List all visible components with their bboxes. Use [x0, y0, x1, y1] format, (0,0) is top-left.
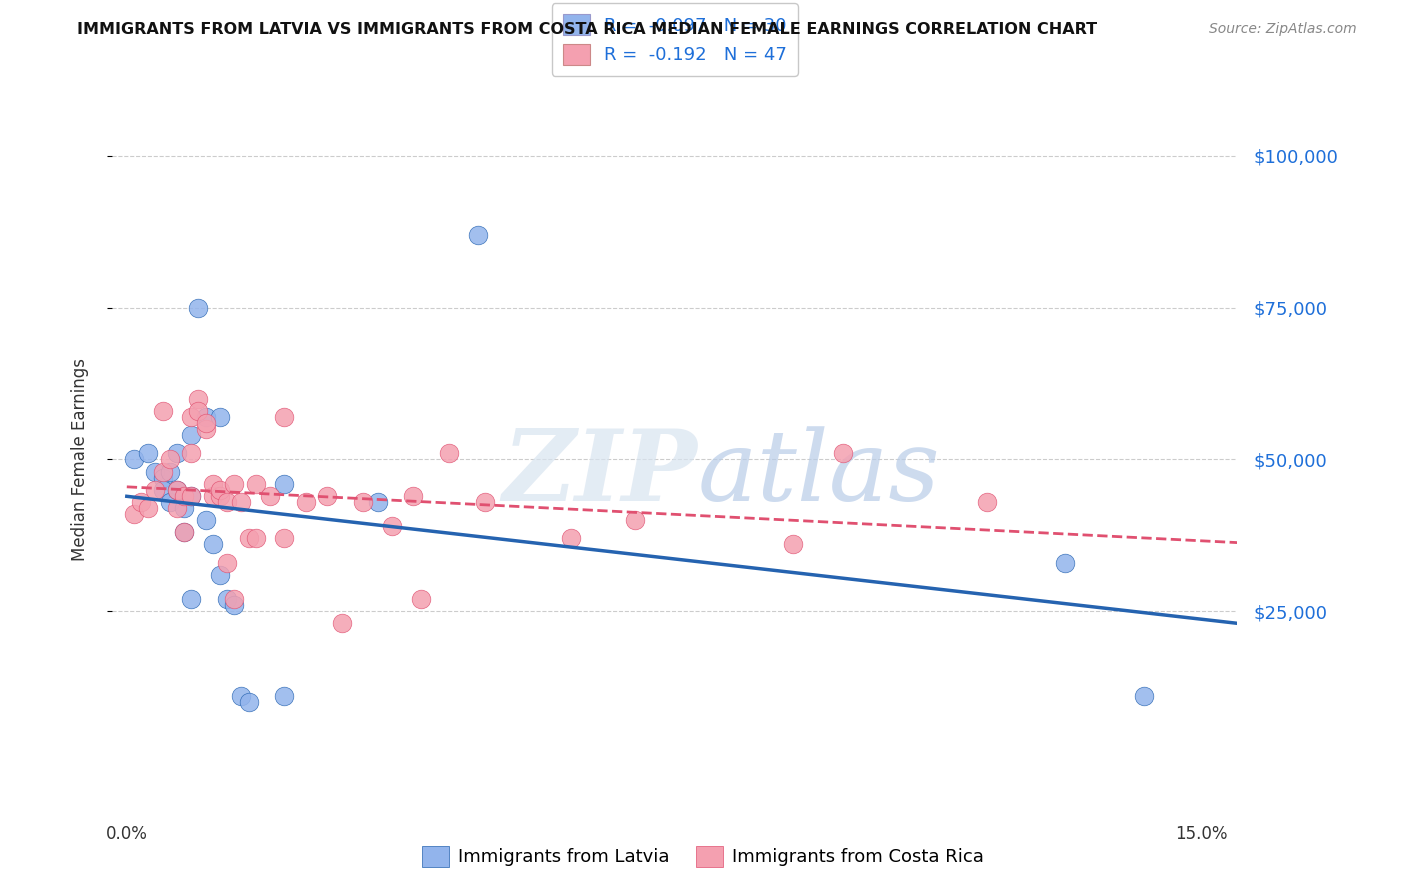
Point: [136, 446, 159, 460]
Point: [180, 409, 202, 424]
Point: [367, 495, 389, 509]
Point: [180, 428, 202, 442]
Point: [201, 476, 224, 491]
Point: [437, 446, 460, 460]
Point: [159, 495, 181, 509]
Point: [208, 409, 231, 424]
Point: [208, 489, 231, 503]
Point: [238, 532, 260, 546]
Point: [201, 537, 224, 551]
Point: [330, 616, 353, 631]
Point: [245, 532, 267, 546]
Point: [159, 465, 181, 479]
Point: [245, 476, 267, 491]
Point: [208, 483, 231, 497]
Point: [273, 476, 295, 491]
Point: [194, 409, 217, 424]
Point: [145, 483, 167, 497]
Point: [217, 495, 239, 509]
Point: [295, 495, 318, 509]
Point: [166, 483, 188, 497]
Text: Source: ZipAtlas.com: Source: ZipAtlas.com: [1209, 22, 1357, 37]
Point: [1054, 556, 1077, 570]
Point: [173, 525, 195, 540]
Point: [217, 556, 239, 570]
Point: [152, 465, 174, 479]
Point: [180, 489, 202, 503]
Text: IMMIGRANTS FROM LATVIA VS IMMIGRANTS FROM COSTA RICA MEDIAN FEMALE EARNINGS CORR: IMMIGRANTS FROM LATVIA VS IMMIGRANTS FRO…: [77, 22, 1098, 37]
Legend: R =  -0.097   N = 30, R =  -0.192   N = 47: R = -0.097 N = 30, R = -0.192 N = 47: [551, 4, 799, 76]
Point: [201, 489, 224, 503]
Point: [159, 452, 181, 467]
Point: [166, 500, 188, 515]
Point: [122, 452, 145, 467]
Point: [173, 489, 195, 503]
Point: [273, 532, 295, 546]
Point: [208, 567, 231, 582]
Text: ZIP: ZIP: [502, 425, 697, 522]
Point: [231, 690, 253, 704]
Point: [122, 507, 145, 521]
Y-axis label: Median Female Earnings: Median Female Earnings: [70, 358, 89, 561]
Point: [173, 500, 195, 515]
Point: [231, 495, 253, 509]
Point: [352, 495, 374, 509]
Point: [474, 495, 496, 509]
Point: [194, 416, 217, 430]
Text: atlas: atlas: [697, 425, 941, 521]
Point: [1133, 690, 1156, 704]
Point: [409, 592, 432, 607]
Point: [187, 392, 209, 406]
Point: [316, 489, 339, 503]
Point: [402, 489, 425, 503]
Point: [217, 592, 239, 607]
Point: [187, 301, 209, 315]
Point: [832, 446, 855, 460]
Point: [152, 404, 174, 418]
Point: [136, 500, 159, 515]
Point: [273, 690, 295, 704]
Point: [129, 495, 152, 509]
Point: [976, 495, 998, 509]
Point: [180, 592, 202, 607]
Point: [166, 446, 188, 460]
Point: [194, 422, 217, 436]
Point: [381, 519, 404, 533]
Point: [173, 525, 195, 540]
Point: [238, 695, 260, 709]
Point: [145, 465, 167, 479]
Point: [224, 598, 246, 612]
Point: [624, 513, 647, 527]
Point: [152, 470, 174, 484]
Point: [194, 513, 217, 527]
Point: [180, 446, 202, 460]
Legend: Immigrants from Latvia, Immigrants from Costa Rica: Immigrants from Latvia, Immigrants from …: [415, 838, 991, 874]
Point: [224, 476, 246, 491]
Point: [166, 483, 188, 497]
Point: [180, 489, 202, 503]
Point: [259, 489, 281, 503]
Point: [224, 592, 246, 607]
Point: [782, 537, 804, 551]
Point: [187, 404, 209, 418]
Point: [152, 483, 174, 497]
Point: [467, 227, 489, 242]
Point: [560, 532, 582, 546]
Point: [273, 409, 295, 424]
